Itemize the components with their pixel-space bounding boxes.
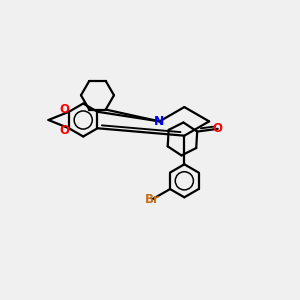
Text: O: O [60, 124, 70, 137]
Text: N: N [154, 115, 165, 128]
Text: Br: Br [145, 193, 160, 206]
Text: O: O [213, 122, 223, 135]
Text: O: O [60, 103, 70, 116]
